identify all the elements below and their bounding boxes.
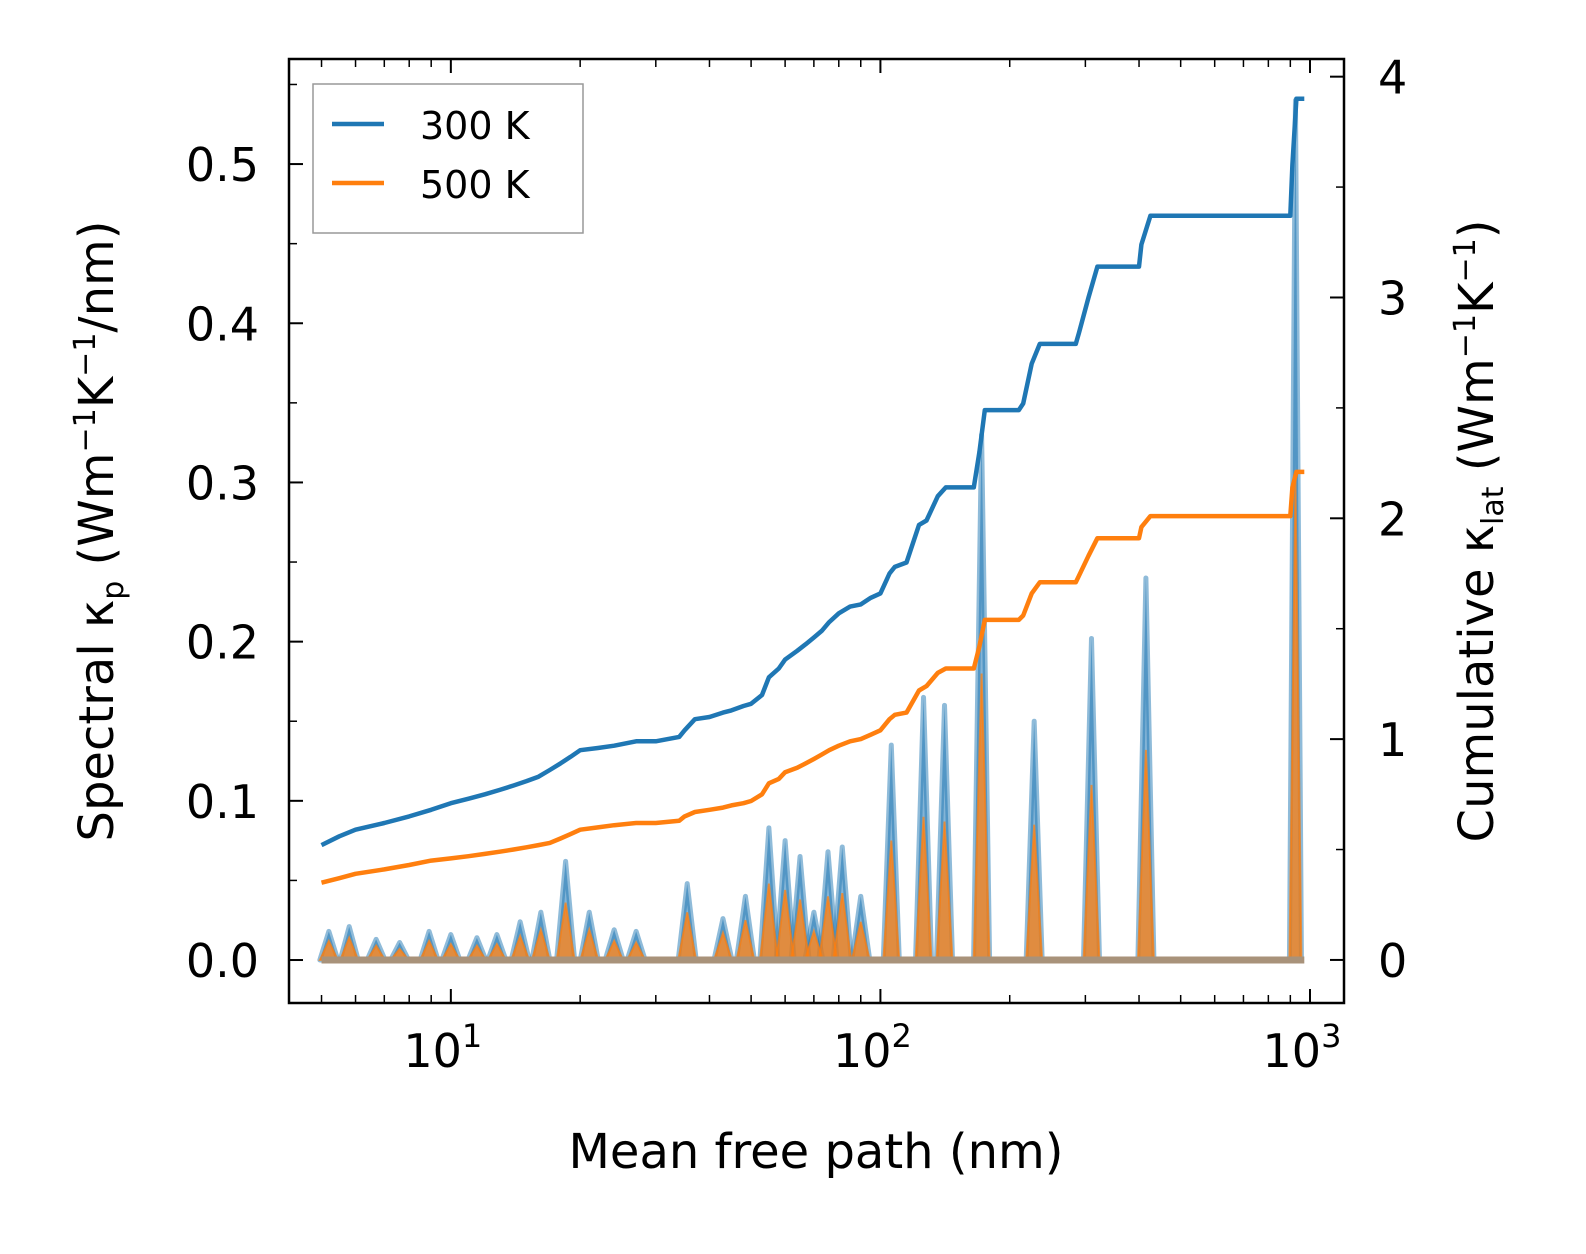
y-right-tick-label: 0 [1378,934,1407,988]
cumulative-series-layer [320,96,1305,885]
x-axis-label: Mean free path (nm) [569,1124,1064,1180]
ticks-layer [289,59,1344,1003]
x-tick-label: 101 [403,1017,482,1078]
y-left-tick-label: 0.0 [186,934,259,988]
legend-box [312,83,584,234]
y-right-tick-label: 1 [1378,713,1407,767]
y-right-tick-label: 2 [1378,492,1407,546]
legend: 300 K 500 K [312,83,584,234]
y-left-tick-label: 0.4 [186,297,259,351]
y-axis-label-left: Spectral κp (Wm−1K−1/nm) [68,221,131,842]
y-left-tick-label: 0.2 [186,616,259,670]
x-tick-label: 102 [833,1017,912,1078]
y-axis-label-right: Cumulative κlat (Wm−1K−1) [1448,220,1511,843]
y-left-tick-label: 0.5 [186,138,259,192]
tick-labels-layer: 101 102 103 0.0 0.1 0.2 0.3 0.4 0.5 0 1 2 3 4 [186,51,1407,1078]
series-line-500k [320,469,1305,885]
y-left-tick-label: 0.3 [186,456,259,510]
x-tick-label: 103 [1263,1017,1342,1078]
y-right-tick-label: 3 [1378,271,1407,325]
y-right-tick-label: 4 [1378,51,1407,105]
spectral-500k-layer [318,479,1305,964]
legend-label-500k: 500 K [420,163,531,207]
plot-frame [287,57,1346,1005]
y-left-tick-label: 0.1 [186,775,259,829]
legend-label-300k: 300 K [420,104,531,148]
series-line-300k [320,96,1305,848]
